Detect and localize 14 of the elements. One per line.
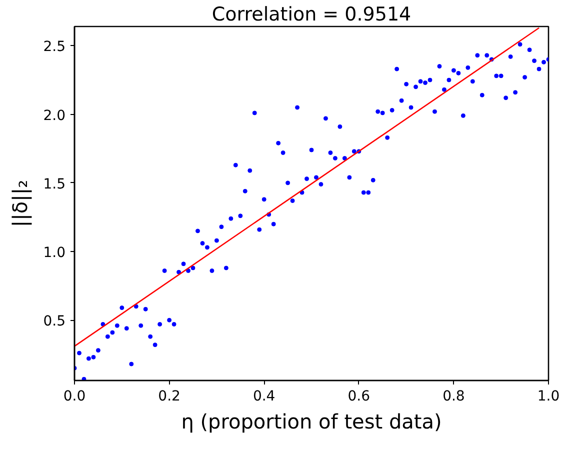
x-tick-label: 0.4	[252, 388, 276, 404]
x-tick-label: 0.2	[158, 388, 180, 404]
y-axis-title: ||δ||₂	[8, 180, 32, 228]
x-tick-label: 0.8	[442, 388, 465, 404]
chart-title: Correlation = 0.9514	[212, 4, 412, 26]
y-tick-label: 0.5	[43, 314, 66, 330]
x-tick-label: 0.0	[63, 388, 86, 404]
y-tick-label: 1.5	[43, 176, 66, 192]
x-tick-label: 1.0	[537, 388, 560, 404]
y-tick-label: 2.0	[43, 108, 66, 124]
x-tick-label: 0.6	[348, 388, 370, 404]
y-tick-label: 2.5	[43, 39, 66, 56]
x-axis-title: η (proportion of test data)	[181, 410, 442, 434]
y-tick-label: 1.0	[43, 245, 66, 262]
